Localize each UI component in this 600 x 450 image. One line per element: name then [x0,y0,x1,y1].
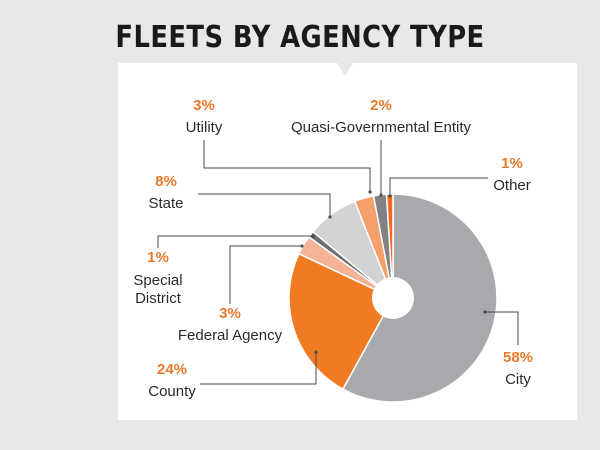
slice-county [288,252,395,391]
slice-name-county: County [148,383,196,400]
leader-dot-county [314,350,318,354]
slice-name-special-district: Special District [133,272,182,307]
slice-name-quasi: Quasi-Governmental Entity [291,119,472,136]
slice-city [341,193,498,403]
slice-name-state: State [148,195,183,212]
slice-pct-city: 58% [503,349,533,366]
slice-pct-state: 8% [155,173,177,190]
leader-line-county [200,352,317,385]
slice-pct-county: 24% [157,361,187,378]
slice-name-federal: Federal Agency [178,327,283,344]
slice-labels: 58% City 24% County 3% Federal Agency 1% Specia… [133,97,533,400]
slice-pct-other: 1% [501,155,523,172]
slice-name-line: District [135,290,182,307]
slice-pct-special-district: 1% [147,249,169,266]
leader-dot-quasi [379,193,383,197]
leader-line-federal [229,245,302,304]
slice-pct-quasi: 2% [370,97,392,114]
slice-name-other: Other [493,177,531,194]
leader-dot-city [483,310,487,314]
leader-dot-utility [368,190,372,194]
leader-dot-special-district [311,234,315,238]
slice-name-city: City [505,371,531,388]
pie-slices [288,193,498,403]
leader-dot-other [388,194,392,198]
leader-lines [157,140,519,385]
slice-pct-utility: 3% [193,97,215,114]
leader-dot-state [328,215,332,219]
leader-line-special-district [157,235,313,248]
slice-name-utility: Utility [186,119,223,136]
leader-dot-federal [300,244,304,248]
leader-line-state [198,193,331,217]
leader-line-utility [203,140,371,192]
donut-hole [372,277,414,319]
leader-line-other [389,177,488,196]
page-title: FLEETS BY AGENCY TYPE [115,20,485,55]
slice-name-line: Special [133,272,182,289]
leader-line-city [485,311,519,345]
slice-pct-federal: 3% [219,305,241,322]
